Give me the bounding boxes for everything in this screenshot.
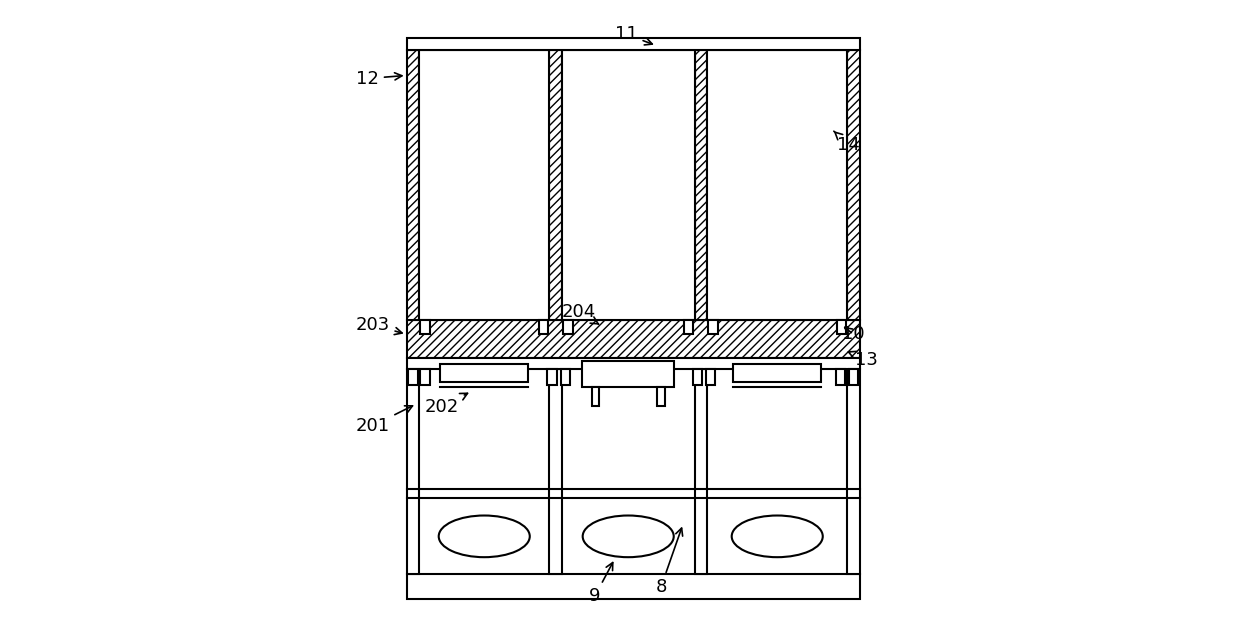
Bar — [583, 361, 675, 387]
Bar — [707, 50, 847, 320]
Text: 202: 202 — [425, 393, 467, 416]
Bar — [407, 357, 861, 369]
Bar — [837, 320, 846, 334]
Ellipse shape — [439, 515, 529, 557]
Text: 10: 10 — [842, 326, 866, 343]
Bar — [560, 369, 570, 385]
Text: 9: 9 — [589, 562, 613, 605]
Bar — [407, 369, 419, 574]
Bar — [708, 320, 718, 334]
Text: 13: 13 — [848, 350, 878, 369]
Bar — [407, 320, 861, 357]
Ellipse shape — [732, 515, 823, 557]
Text: 8: 8 — [656, 528, 683, 596]
Bar — [657, 387, 665, 406]
Bar — [407, 38, 861, 50]
Bar — [407, 50, 419, 320]
Bar — [847, 369, 861, 574]
Ellipse shape — [583, 515, 673, 557]
Bar — [549, 369, 562, 574]
Bar — [420, 369, 430, 385]
Bar — [419, 50, 549, 320]
Bar — [693, 369, 702, 385]
Bar — [562, 50, 694, 320]
Text: 12: 12 — [356, 69, 402, 87]
Bar — [706, 369, 715, 385]
Bar — [591, 387, 599, 406]
Bar — [683, 320, 693, 334]
Bar — [694, 369, 707, 574]
Text: 11: 11 — [615, 25, 652, 45]
Bar — [549, 50, 562, 320]
Bar — [547, 369, 557, 385]
Text: 14: 14 — [833, 131, 861, 154]
Text: 201: 201 — [356, 406, 413, 435]
Bar — [407, 574, 861, 599]
Bar — [733, 364, 821, 382]
Bar — [440, 364, 528, 382]
Bar — [848, 369, 858, 385]
Text: 203: 203 — [356, 316, 402, 334]
Text: 204: 204 — [562, 303, 599, 324]
Bar — [408, 369, 418, 385]
Bar — [847, 50, 861, 320]
Bar — [836, 369, 846, 385]
Bar — [538, 320, 548, 334]
Bar — [694, 50, 707, 320]
Bar — [420, 320, 430, 334]
Bar — [563, 320, 573, 334]
